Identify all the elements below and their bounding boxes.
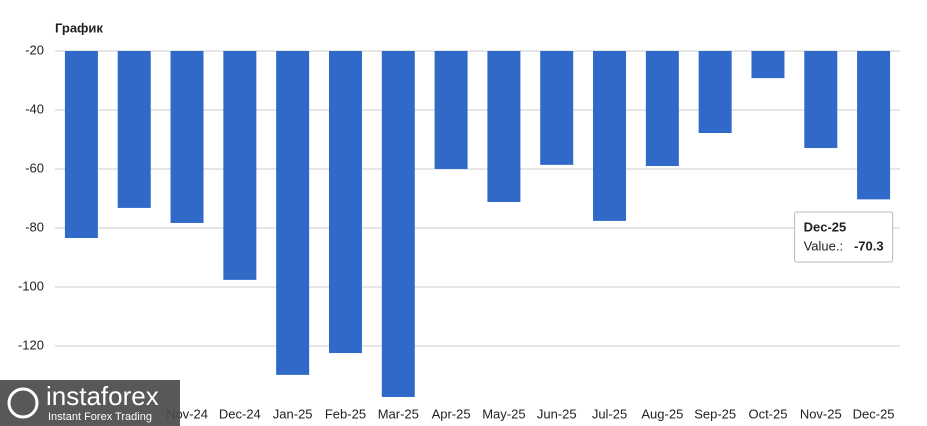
y-tick-label: -100	[18, 278, 44, 293]
bar	[645, 51, 679, 167]
y-tick-label: -20	[25, 42, 44, 57]
tooltip-box	[794, 211, 894, 263]
bar	[170, 51, 204, 223]
x-tick-label: Feb-25	[325, 406, 366, 421]
tooltip-category: Dec-25	[804, 219, 847, 234]
x-tick-label: Oct-25	[748, 406, 787, 421]
bar	[434, 51, 468, 169]
bar	[698, 51, 732, 133]
bar	[857, 51, 891, 200]
bar	[804, 51, 838, 149]
bar	[487, 51, 521, 203]
watermark-tagline: Instant Forex Trading	[48, 411, 152, 423]
bar	[593, 51, 627, 221]
x-tick-label: Jan-25	[273, 406, 313, 421]
x-tick-label: Jul-25	[592, 406, 627, 421]
bar	[276, 51, 310, 375]
tooltip-value: -70.3	[854, 238, 884, 253]
x-tick-label: Sep-25	[694, 406, 736, 421]
y-tick-label: -80	[25, 219, 44, 234]
y-tick-label: -60	[25, 160, 44, 175]
bar	[64, 51, 98, 239]
x-tick-label: Aug-25	[641, 406, 683, 421]
x-tick-label: May-25	[482, 406, 525, 421]
bar	[381, 51, 415, 397]
bar	[223, 51, 257, 280]
watermark-brand: instaforex	[46, 381, 159, 411]
x-tick-label: Mar-25	[378, 406, 419, 421]
y-tick-label: -40	[25, 101, 44, 116]
watermark-box	[0, 380, 180, 426]
bar	[328, 51, 362, 354]
y-tick-label: -120	[18, 337, 44, 352]
watermark-icon	[7, 387, 39, 419]
tooltip-label: Value.:	[804, 238, 844, 253]
x-tick-label: Jun-25	[537, 406, 577, 421]
bar	[751, 51, 785, 79]
bar	[117, 51, 151, 208]
x-tick-label: Apr-25	[432, 406, 471, 421]
x-tick-label: Dec-24	[219, 406, 261, 421]
chart-title: График	[55, 20, 103, 35]
x-tick-label: Dec-25	[853, 406, 895, 421]
x-tick-label: Nov-25	[800, 406, 842, 421]
bar	[540, 51, 574, 165]
